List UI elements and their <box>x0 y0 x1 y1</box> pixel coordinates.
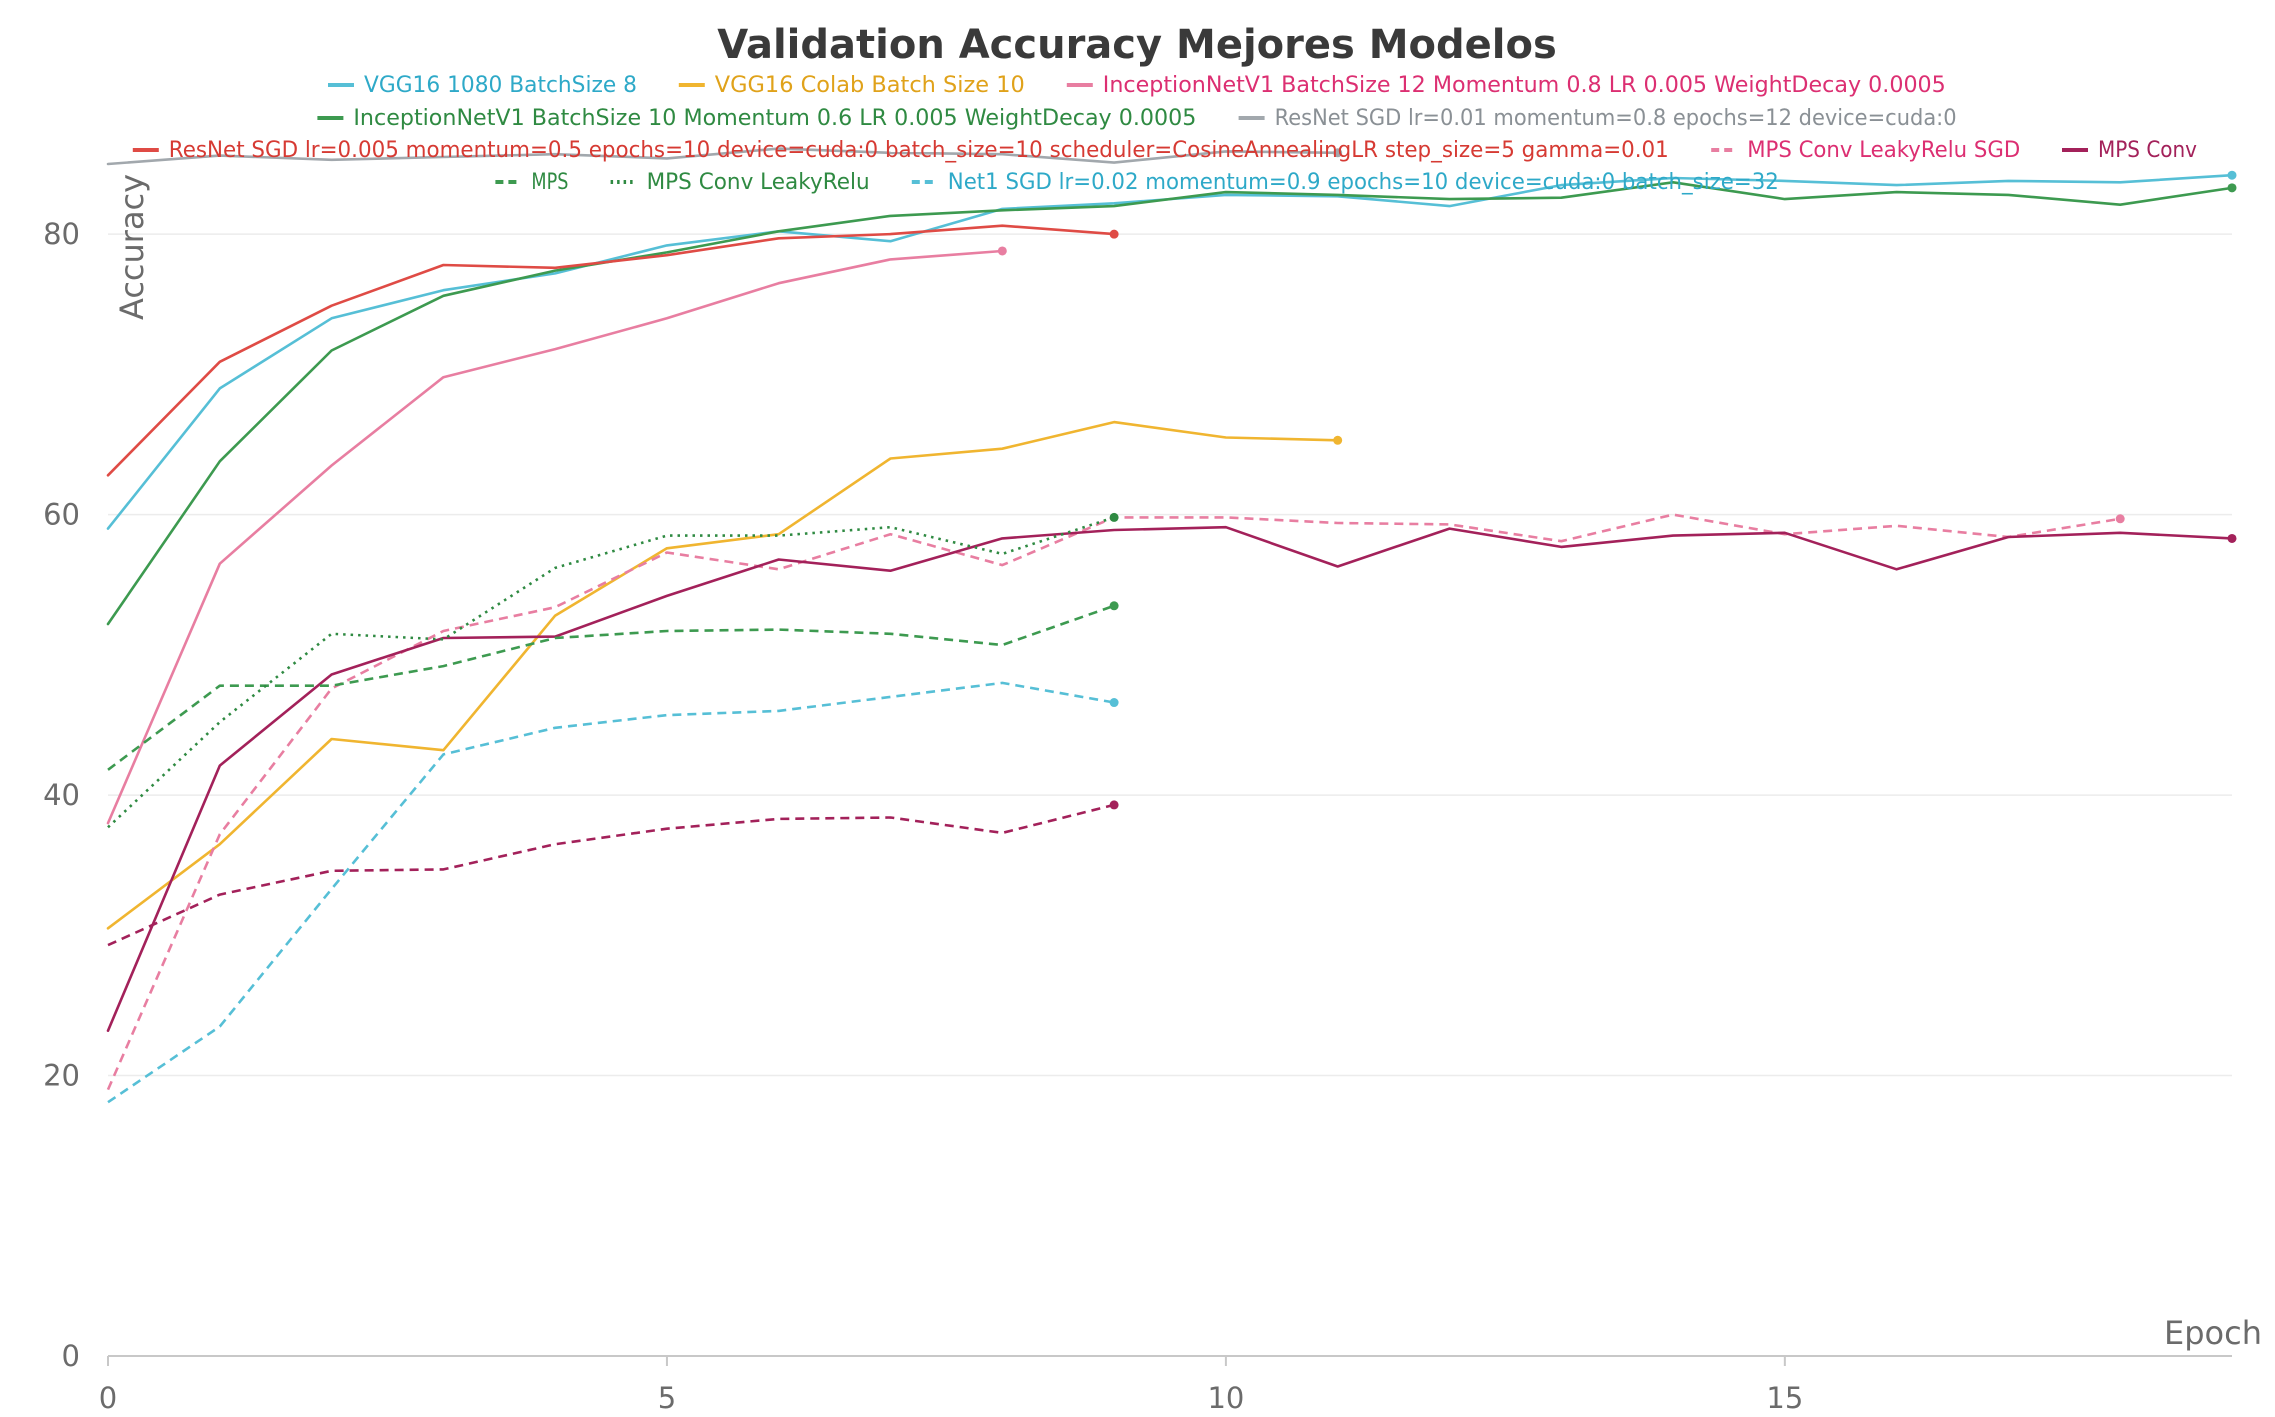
legend-label: Net1 SGD lr=0.02 momentum=0.9 epochs=10 … <box>948 170 1779 195</box>
series-line <box>106 181 2234 626</box>
series-end-point <box>1109 229 1119 239</box>
y-tick-label: 0 <box>62 1339 80 1373</box>
series-9 <box>107 512 1119 829</box>
series-end-point <box>2227 183 2237 193</box>
series-line <box>106 525 2234 1032</box>
legend-entry[interactable]: InceptionNetV1 BatchSize 12 Momentum 0.8… <box>1066 73 1946 98</box>
legend-label: InceptionNetV1 BatchSize 10 Momentum 0.6… <box>353 106 1196 131</box>
legend-entry[interactable]: InceptionNetV1 BatchSize 10 Momentum 0.6… <box>317 106 1196 131</box>
series-8 <box>107 601 1119 771</box>
series-line <box>106 249 1004 825</box>
legend-entry[interactable]: MPS Conv LeakyRelu SGD <box>1711 138 2020 163</box>
y-tick-label: 20 <box>43 1059 80 1093</box>
series-line <box>106 173 2234 530</box>
series-4 <box>106 147 1343 166</box>
series-end-point <box>1109 512 1119 522</box>
y-tick-label: 40 <box>43 778 80 812</box>
series-end-point <box>1333 435 1343 445</box>
series-line <box>107 516 1115 829</box>
legend-label: InceptionNetV1 BatchSize 12 Momentum 0.8… <box>1103 73 1946 98</box>
legend-entry[interactable]: VGG16 1080 BatchSize 8 <box>328 73 637 98</box>
legend-entry[interactable]: VGG16 Colab Batch Size 10 <box>678 73 1025 98</box>
series-end-point <box>2227 170 2237 180</box>
series-lines <box>106 147 2237 1104</box>
chart-title: Validation Accuracy Mejores Modelos <box>717 22 1557 68</box>
series-10 <box>107 681 1119 1104</box>
series-end-point <box>1109 601 1119 611</box>
legend-entry[interactable]: MPS Conv LeakyRelu <box>610 170 870 195</box>
series-line <box>107 803 1115 947</box>
legend-label: MPS Conv <box>2098 138 2197 163</box>
x-tick-label: 10 <box>1207 1381 1244 1415</box>
series-5 <box>106 224 1119 477</box>
series-end-point <box>2115 514 2125 524</box>
series-end-point <box>2227 533 2237 543</box>
legend: VGG16 1080 BatchSize 8 VGG16 Colab Batch … <box>132 73 2197 195</box>
legend-entry[interactable]: ResNet SGD lr=0.01 momentum=0.8 epochs=1… <box>1238 106 1957 131</box>
legend-entry[interactable]: Net1 SGD lr=0.02 momentum=0.9 epochs=10 … <box>911 170 1779 195</box>
series-line <box>106 147 1339 166</box>
legend-label: ResNet SGD lr=0.005 momentum=0.5 epochs=… <box>169 138 1669 163</box>
legend-label: MPS Conv LeakyRelu <box>647 170 870 195</box>
series-7 <box>106 525 2237 1032</box>
legend-entry[interactable]: MPS <box>495 170 568 195</box>
series-line <box>107 604 1115 771</box>
legend-label: ResNet SGD lr=0.01 momentum=0.8 epochs=1… <box>1275 106 1957 131</box>
axes: 0 20 40 60 80 0 5 10 15 <box>43 217 2232 1415</box>
x-tick-label: 0 <box>99 1381 117 1415</box>
series-2 <box>106 246 1007 825</box>
legend-label: VGG16 Colab Batch Size 10 <box>715 73 1025 98</box>
series-3 <box>106 181 2237 626</box>
series-line <box>107 681 1115 1104</box>
series-end-point <box>1109 698 1119 708</box>
x-tick-label: 5 <box>658 1381 676 1415</box>
series-1 <box>106 420 1343 930</box>
y-axis-label: Accuracy <box>113 174 151 320</box>
x-axis-label: Epoch <box>2164 1314 2262 1352</box>
legend-label: VGG16 1080 BatchSize 8 <box>364 73 637 98</box>
series-0 <box>106 170 2237 530</box>
series-end-point <box>1333 148 1343 158</box>
grid-lines <box>108 233 2232 1077</box>
x-tick-label: 15 <box>1766 1381 1803 1415</box>
y-tick-label: 60 <box>43 498 80 532</box>
legend-entry[interactable]: ResNet SGD lr=0.005 momentum=0.5 epochs=… <box>132 138 1669 163</box>
series-line <box>106 420 1339 930</box>
series-11 <box>107 800 1119 947</box>
legend-label: MPS <box>531 170 568 195</box>
series-end-point <box>997 246 1007 256</box>
series-line <box>106 224 1116 477</box>
series-end-point <box>1109 800 1119 810</box>
legend-entry[interactable]: MPS Conv <box>2062 138 2197 163</box>
legend-label: MPS Conv LeakyRelu SGD <box>1747 138 2020 163</box>
y-tick-label: 80 <box>43 217 80 251</box>
